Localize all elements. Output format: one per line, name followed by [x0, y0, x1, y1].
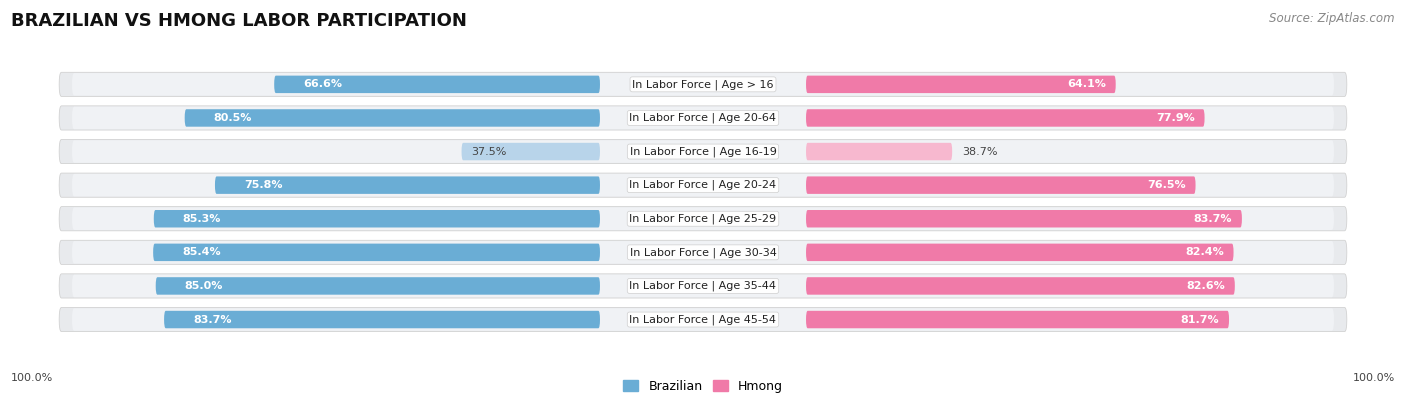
- Legend: Brazilian, Hmong: Brazilian, Hmong: [619, 375, 787, 395]
- Text: 75.8%: 75.8%: [243, 180, 283, 190]
- Text: In Labor Force | Age 20-24: In Labor Force | Age 20-24: [630, 180, 776, 190]
- FancyBboxPatch shape: [274, 75, 600, 93]
- FancyBboxPatch shape: [72, 207, 1334, 230]
- Text: 85.3%: 85.3%: [183, 214, 221, 224]
- FancyBboxPatch shape: [59, 139, 1347, 164]
- Text: 100.0%: 100.0%: [1353, 373, 1395, 383]
- FancyBboxPatch shape: [156, 277, 600, 295]
- FancyBboxPatch shape: [461, 143, 600, 160]
- FancyBboxPatch shape: [59, 240, 1347, 264]
- FancyBboxPatch shape: [59, 307, 1347, 332]
- FancyBboxPatch shape: [72, 275, 1334, 297]
- FancyBboxPatch shape: [153, 244, 600, 261]
- FancyBboxPatch shape: [59, 106, 1347, 130]
- FancyBboxPatch shape: [806, 109, 1205, 127]
- Text: BRAZILIAN VS HMONG LABOR PARTICIPATION: BRAZILIAN VS HMONG LABOR PARTICIPATION: [11, 12, 467, 30]
- FancyBboxPatch shape: [72, 174, 1334, 196]
- Text: 38.7%: 38.7%: [962, 147, 997, 156]
- Text: 76.5%: 76.5%: [1147, 180, 1185, 190]
- FancyBboxPatch shape: [806, 311, 1229, 328]
- FancyBboxPatch shape: [59, 207, 1347, 231]
- FancyBboxPatch shape: [215, 177, 600, 194]
- FancyBboxPatch shape: [806, 210, 1241, 228]
- FancyBboxPatch shape: [72, 140, 1334, 163]
- Text: Source: ZipAtlas.com: Source: ZipAtlas.com: [1270, 12, 1395, 25]
- FancyBboxPatch shape: [72, 308, 1334, 331]
- Text: In Labor Force | Age 45-54: In Labor Force | Age 45-54: [630, 314, 776, 325]
- FancyBboxPatch shape: [59, 274, 1347, 298]
- Text: In Labor Force | Age 25-29: In Labor Force | Age 25-29: [630, 214, 776, 224]
- FancyBboxPatch shape: [165, 311, 600, 328]
- Text: 77.9%: 77.9%: [1156, 113, 1195, 123]
- FancyBboxPatch shape: [153, 210, 600, 228]
- Text: 82.4%: 82.4%: [1185, 247, 1223, 258]
- Text: 66.6%: 66.6%: [304, 79, 342, 89]
- Text: 80.5%: 80.5%: [214, 113, 252, 123]
- FancyBboxPatch shape: [806, 143, 952, 160]
- FancyBboxPatch shape: [72, 107, 1334, 129]
- FancyBboxPatch shape: [806, 75, 1116, 93]
- Text: 83.7%: 83.7%: [193, 314, 232, 325]
- Text: 82.6%: 82.6%: [1187, 281, 1225, 291]
- Text: In Labor Force | Age 35-44: In Labor Force | Age 35-44: [630, 281, 776, 291]
- FancyBboxPatch shape: [59, 173, 1347, 197]
- FancyBboxPatch shape: [184, 109, 600, 127]
- Text: 85.0%: 85.0%: [184, 281, 224, 291]
- FancyBboxPatch shape: [806, 244, 1233, 261]
- Text: In Labor Force | Age 30-34: In Labor Force | Age 30-34: [630, 247, 776, 258]
- FancyBboxPatch shape: [806, 177, 1195, 194]
- FancyBboxPatch shape: [806, 277, 1234, 295]
- Text: 100.0%: 100.0%: [11, 373, 53, 383]
- Text: 83.7%: 83.7%: [1194, 214, 1232, 224]
- Text: 85.4%: 85.4%: [183, 247, 221, 258]
- FancyBboxPatch shape: [59, 72, 1347, 96]
- FancyBboxPatch shape: [72, 241, 1334, 263]
- Text: In Labor Force | Age > 16: In Labor Force | Age > 16: [633, 79, 773, 90]
- Text: In Labor Force | Age 16-19: In Labor Force | Age 16-19: [630, 146, 776, 157]
- Text: In Labor Force | Age 20-64: In Labor Force | Age 20-64: [630, 113, 776, 123]
- Text: 81.7%: 81.7%: [1181, 314, 1219, 325]
- Text: 64.1%: 64.1%: [1067, 79, 1107, 89]
- FancyBboxPatch shape: [72, 73, 1334, 96]
- Text: 37.5%: 37.5%: [471, 147, 506, 156]
